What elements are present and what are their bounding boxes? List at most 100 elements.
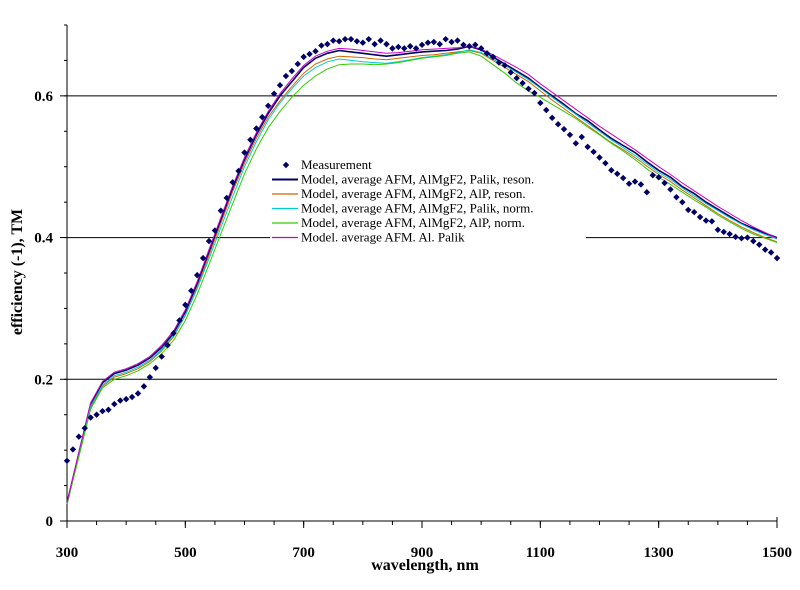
measurement-point [767,249,775,256]
measurement-point [122,395,130,403]
measurement-point [270,90,278,97]
measurement-point [489,53,497,61]
measurement-point [223,194,230,202]
x-tick-label: 1300 [644,545,674,561]
measurement-point [619,174,627,182]
legend-label: Model. average AFM. Al. Palik [301,230,465,245]
measurement-point [637,181,645,188]
legend-label: Model, average AFM, AlMgF2, Palik, norm. [301,201,534,216]
tick-labels: 0 0.2 0.4 0.6 300 500 700 900 1100 1300 1500 [34,89,792,561]
measurement-point [430,38,438,46]
series-group [63,35,781,505]
legend-label: Model, average AFM, AlMgF2, Palik, reson… [301,172,534,187]
measurement-point [720,228,727,236]
measurement-point [412,45,420,52]
measurement-point [63,457,71,464]
series-line-3 [66,49,778,504]
measurement-point [543,106,550,114]
measurement-point [507,69,514,76]
series-line-1 [66,45,778,504]
measurement-point [69,446,77,453]
measurement-point [188,287,195,294]
measurement-point [483,50,491,57]
measurement-point [111,400,118,408]
measurement-point [176,317,183,324]
measurement-point [667,186,674,193]
measurement-point [99,407,106,415]
x-tick-label: 1500 [762,545,792,561]
measurement-point [472,41,479,49]
measurement-point [288,67,296,75]
measurement-point [756,241,763,248]
measurement-point [164,342,171,349]
measurement-point [738,235,745,242]
measurement-point [466,43,473,50]
measurement-point [152,364,159,372]
measurement-point [744,234,751,241]
measurement-point [537,99,544,107]
measurement-point [371,40,378,48]
y-tick-label: 0.6 [34,89,53,105]
measurement-point [614,170,621,177]
measurement-point [253,125,260,132]
measurement-point [341,35,349,43]
measurement-point [560,125,568,133]
measurement-point [235,167,242,175]
measurement-point [643,189,651,196]
measurement-point [93,411,100,418]
measurement-point [442,35,449,43]
measurement-point [625,180,633,187]
measurement-point [318,42,325,49]
measurement-point [229,179,236,186]
measurement-point [81,424,88,432]
measurement-point [247,136,254,143]
legend-label: Model, average AFM, AlMgF2, AlP, norm. [301,215,525,230]
x-tick-label: 900 [411,545,434,561]
measurement-point [631,178,639,185]
measurement-point [158,353,165,360]
y-tick-label: 0 [46,514,54,530]
measurement-point [655,174,662,181]
measurement-point [365,35,372,43]
measurement-point [519,79,526,87]
measurement-point [241,149,248,156]
measurement-point [182,301,189,309]
measurement-point [128,393,136,401]
measurement-point [513,74,520,82]
measurement-point [531,89,538,97]
measurement-point [170,330,177,337]
x-tick-label: 500 [174,545,197,561]
measurement-point [300,53,307,61]
y-tick-label: 0.2 [34,372,53,388]
measurement-point [306,50,313,58]
measurement-point [294,60,301,68]
x-tick-label: 700 [292,545,315,561]
measurement-point [359,39,367,46]
measurement-point [454,37,461,44]
measurement-point [477,45,485,52]
measurement-point [566,131,574,139]
series-line-5 [66,45,778,503]
measurement-point [75,433,83,440]
measurement-point [690,208,698,216]
measurement-point [761,246,769,253]
measurement-point [584,143,591,151]
measurement-point [395,43,402,51]
measurement-point [389,45,396,52]
measurement-point [211,227,219,234]
measurement-point [602,159,609,167]
series-line-2 [66,49,778,505]
measurement-point [205,237,213,245]
measurement-point [312,48,319,55]
measurement-point [330,37,337,44]
measurement-point [424,39,432,46]
measurement-point [578,133,585,141]
measurement-point [750,237,757,245]
measurement-point [383,40,390,48]
measurement-point [501,62,509,69]
measurement-point [495,59,503,66]
measurement-point [335,38,343,45]
measurement-point [217,207,225,214]
legend-label: Model, average AFM, AlMgF2, AlP, reson. [301,186,526,201]
